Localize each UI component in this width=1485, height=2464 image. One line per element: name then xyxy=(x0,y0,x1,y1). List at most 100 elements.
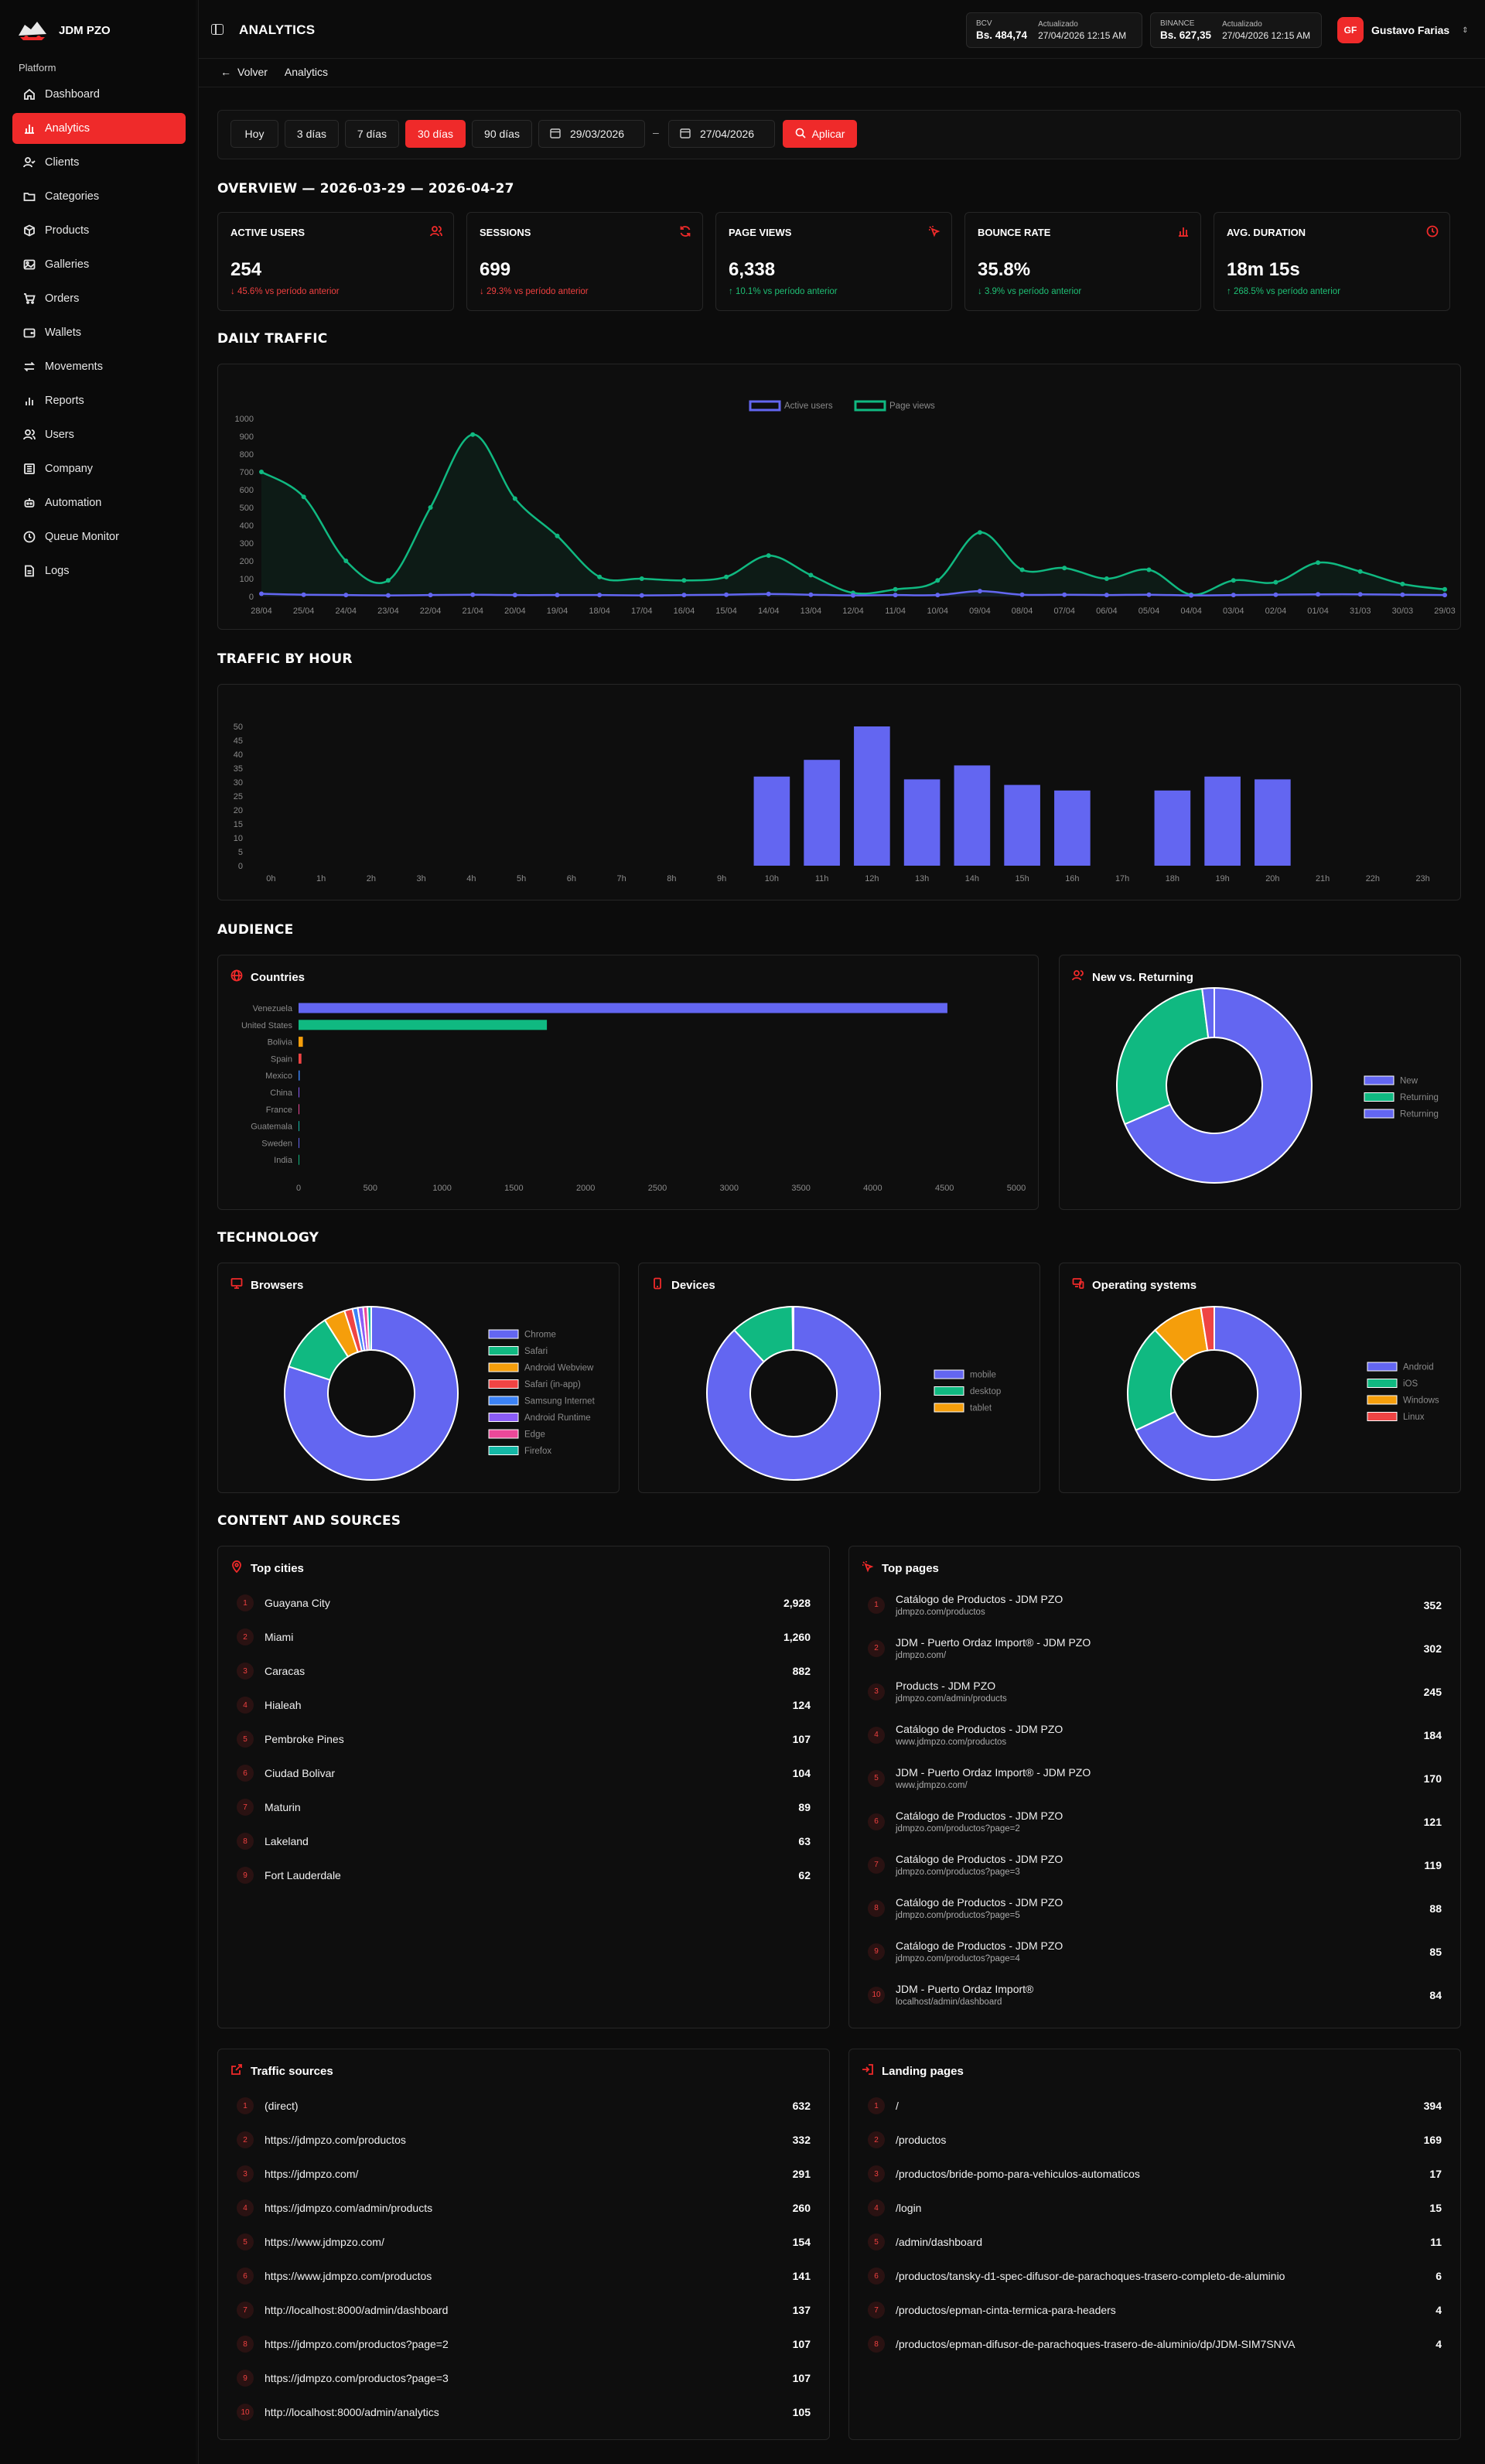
data-point[interactable] xyxy=(1442,593,1447,598)
legend-label[interactable]: Safari (in-app) xyxy=(524,1380,581,1389)
range-90d-button[interactable]: 90 días xyxy=(472,120,532,148)
list-item[interactable]: 10 http://localhost:8000/admin/analytics 1… xyxy=(237,2404,811,2421)
list-item[interactable]: 2 Miami 1,260 xyxy=(237,1628,811,1646)
data-point[interactable] xyxy=(1062,566,1067,571)
data-point[interactable] xyxy=(343,593,349,598)
list-item[interactable]: 9 https://jdmpzo.com/productos?page=3 107 xyxy=(237,2370,811,2387)
data-point[interactable] xyxy=(1357,569,1363,574)
list-item[interactable]: 3 https://jdmpzo.com/291 xyxy=(237,2165,811,2182)
data-point[interactable] xyxy=(1357,592,1363,597)
data-point[interactable] xyxy=(1146,592,1152,597)
list-item[interactable]: 5 https://www.jdmpzo.com/154 xyxy=(237,2233,811,2250)
pie-slice[interactable] xyxy=(284,1305,459,1481)
list-item[interactable]: 1 (direct) 632 xyxy=(237,2097,811,2114)
list-item[interactable]: 1 Guayana City 2,928 xyxy=(237,1594,811,1611)
bar[interactable] xyxy=(954,765,991,866)
list-item[interactable]: 3 Products - JDM PZO jdmpzo.com/admin/prod… xyxy=(868,1680,1442,1704)
bar[interactable] xyxy=(903,779,940,866)
list-item[interactable]: 10 JDM - Puerto Ordaz Import® localhost/ad… xyxy=(868,1983,1442,2007)
range-today-button[interactable]: Hoy xyxy=(230,120,278,148)
data-point[interactable] xyxy=(428,505,433,510)
list-item[interactable]: 7 Maturin 89 xyxy=(237,1799,811,1816)
list-item[interactable]: 3 Caracas 882 xyxy=(237,1663,811,1680)
range-7d-button[interactable]: 7 días xyxy=(345,120,399,148)
sidebar-item-clients[interactable]: Clients xyxy=(12,147,186,178)
list-item[interactable]: 2 https://jdmpzo.com/productos 332 xyxy=(237,2131,811,2148)
data-point[interactable] xyxy=(259,591,264,596)
data-point[interactable] xyxy=(1316,592,1321,597)
bar[interactable] xyxy=(299,1003,947,1013)
data-point[interactable] xyxy=(259,470,264,474)
list-item[interactable]: 3/productos/bride-pomo-para-vehiculos-au… xyxy=(868,2165,1442,2182)
legend-label[interactable]: mobile xyxy=(970,1371,996,1380)
list-item[interactable]: 4/login 15 xyxy=(868,2199,1442,2216)
data-point[interactable] xyxy=(301,592,306,597)
list-item[interactable]: 8 Lakeland 63 xyxy=(237,1833,811,1850)
legend-label[interactable]: Samsung Internet xyxy=(524,1397,596,1406)
sidebar-item-categories[interactable]: Categories xyxy=(12,181,186,212)
sidebar-item-logs[interactable]: Logs xyxy=(12,555,186,586)
data-point[interactable] xyxy=(301,494,306,500)
data-point[interactable] xyxy=(977,589,982,594)
back-link[interactable]: ← Volver xyxy=(220,66,268,78)
list-item[interactable]: 4 Hialeah 124 xyxy=(237,1697,811,1714)
pie-slice[interactable] xyxy=(1124,986,1313,1184)
logo[interactable]: JDM PZO xyxy=(15,17,111,43)
sidebar-item-orders[interactable]: Orders xyxy=(12,283,186,314)
list-item[interactable]: 6 Ciudad Bolivar 104 xyxy=(237,1765,811,1782)
sidebar-item-automation[interactable]: Automation xyxy=(12,487,186,518)
sidebar-item-reports[interactable]: Reports xyxy=(12,385,186,416)
bar[interactable] xyxy=(753,776,790,866)
data-point[interactable] xyxy=(766,553,771,559)
data-point[interactable] xyxy=(470,592,476,597)
data-point[interactable] xyxy=(681,578,687,583)
data-point[interactable] xyxy=(1400,592,1405,597)
pie-slice[interactable] xyxy=(706,1305,881,1481)
pie-slice[interactable] xyxy=(1201,986,1215,1039)
data-point[interactable] xyxy=(808,592,814,597)
data-point[interactable] xyxy=(639,576,644,581)
data-point[interactable] xyxy=(385,578,391,583)
toggle-sidebar-icon[interactable] xyxy=(211,24,224,35)
data-point[interactable] xyxy=(1019,592,1025,597)
list-item[interactable]: 2/productos 169 xyxy=(868,2131,1442,2148)
sidebar-item-dashboard[interactable]: Dashboard xyxy=(12,79,186,110)
list-item[interactable]: 5/admin/dashboard 11 xyxy=(868,2233,1442,2250)
data-point[interactable] xyxy=(597,574,603,579)
data-point[interactable] xyxy=(1062,592,1067,597)
legend-label[interactable]: Android xyxy=(1403,1363,1434,1372)
user-menu[interactable]: GF Gustavo Farias ⇕ xyxy=(1337,17,1469,43)
sidebar-item-products[interactable]: Products xyxy=(12,215,186,246)
data-point[interactable] xyxy=(555,593,560,598)
list-item[interactable]: 2 JDM - Puerto Ordaz Import® - JDM PZO jdm… xyxy=(868,1636,1442,1660)
data-point[interactable] xyxy=(428,593,433,598)
legend-label[interactable]: Page views xyxy=(889,402,935,411)
legend-label[interactable]: desktop xyxy=(970,1387,1001,1396)
data-point[interactable] xyxy=(1104,593,1109,598)
data-point[interactable] xyxy=(724,574,729,579)
range-3d-button[interactable]: 3 días xyxy=(285,120,339,148)
date-to-input[interactable]: 27/04/2026 xyxy=(668,120,775,148)
data-point[interactable] xyxy=(597,593,603,598)
data-point[interactable] xyxy=(893,593,898,598)
bar[interactable] xyxy=(1255,779,1291,866)
legend-label[interactable]: iOS xyxy=(1403,1379,1418,1389)
list-item[interactable]: 8/productos/epman-difusor-de-parachoques… xyxy=(868,2336,1442,2353)
bar[interactable] xyxy=(299,1037,303,1047)
range-30d-button[interactable]: 30 días xyxy=(405,120,466,148)
data-point[interactable] xyxy=(766,591,771,596)
legend-label[interactable]: tablet xyxy=(970,1404,992,1413)
pie-slice[interactable] xyxy=(1200,1305,1215,1352)
list-item[interactable]: 6/productos/tansky-d1-spec-difusor-de-pa… xyxy=(868,2267,1442,2285)
list-item[interactable]: 7 Catálogo de Productos - JDM PZO jdmpzo.c… xyxy=(868,1853,1442,1877)
list-item[interactable]: 1 Catálogo de Productos - JDM PZO jdmpzo.c… xyxy=(868,1593,1442,1617)
list-item[interactable]: 4 Catálogo de Productos - JDM PZO www.jdmp… xyxy=(868,1723,1442,1747)
data-point[interactable] xyxy=(1442,586,1447,592)
data-point[interactable] xyxy=(1231,593,1236,598)
bar[interactable] xyxy=(1054,790,1091,866)
legend-label[interactable]: Android Webview xyxy=(524,1364,594,1373)
pie-slice[interactable] xyxy=(1116,987,1210,1126)
bar[interactable] xyxy=(299,1053,302,1064)
bar[interactable] xyxy=(804,760,840,866)
sidebar-item-galleries[interactable]: Galleries xyxy=(12,249,186,280)
